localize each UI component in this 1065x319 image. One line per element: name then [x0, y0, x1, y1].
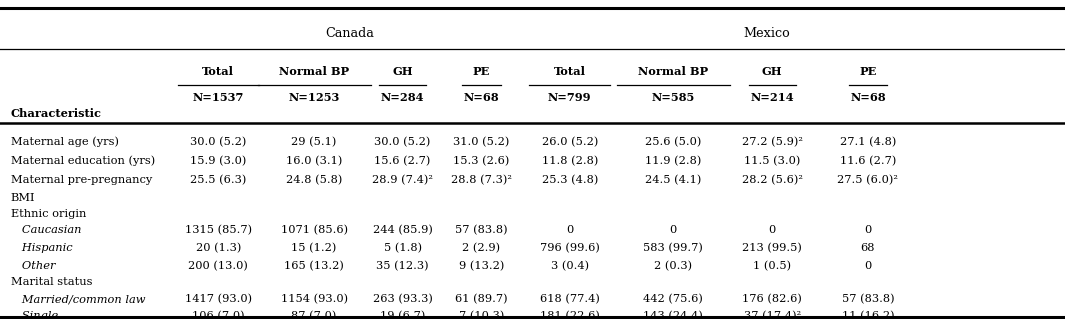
Text: 1 (0.5): 1 (0.5) [753, 261, 791, 271]
Text: 25.6 (5.0): 25.6 (5.0) [645, 137, 701, 147]
Text: 28.2 (5.6)²: 28.2 (5.6)² [741, 175, 803, 185]
Text: 15.9 (3.0): 15.9 (3.0) [191, 156, 246, 166]
Text: Total: Total [202, 66, 234, 77]
Text: 19 (6.7): 19 (6.7) [380, 311, 425, 319]
Text: 796 (99.6): 796 (99.6) [540, 243, 600, 253]
Text: 0: 0 [567, 225, 573, 235]
Text: N=68: N=68 [463, 92, 499, 103]
Text: 1417 (93.0): 1417 (93.0) [184, 294, 252, 304]
Text: 3 (0.4): 3 (0.4) [551, 261, 589, 271]
Text: 57 (83.8): 57 (83.8) [455, 225, 508, 235]
Text: 2 (0.3): 2 (0.3) [654, 261, 692, 271]
Text: 11.5 (3.0): 11.5 (3.0) [744, 156, 800, 166]
Text: 27.2 (5.9)²: 27.2 (5.9)² [741, 137, 803, 147]
Text: 24.5 (4.1): 24.5 (4.1) [645, 175, 701, 185]
Text: GH: GH [761, 66, 783, 77]
Text: N=799: N=799 [548, 92, 591, 103]
Text: 37 (17.4)²: 37 (17.4)² [743, 311, 801, 319]
Text: 106 (7.0): 106 (7.0) [192, 311, 245, 319]
Text: Normal BP: Normal BP [638, 66, 708, 77]
Text: 15.3 (2.6): 15.3 (2.6) [454, 156, 509, 166]
Text: 25.5 (6.3): 25.5 (6.3) [191, 175, 246, 185]
Text: 28.8 (7.3)²: 28.8 (7.3)² [450, 175, 512, 185]
Text: 1154 (93.0): 1154 (93.0) [280, 294, 348, 304]
Text: 27.5 (6.0)²: 27.5 (6.0)² [837, 175, 899, 185]
Text: 200 (13.0): 200 (13.0) [189, 261, 248, 271]
Text: 263 (93.3): 263 (93.3) [373, 294, 432, 304]
Text: 583 (99.7): 583 (99.7) [643, 243, 703, 253]
Text: Maternal age (yrs): Maternal age (yrs) [11, 137, 118, 147]
Text: 15.6 (2.7): 15.6 (2.7) [375, 156, 430, 166]
Text: 26.0 (5.2): 26.0 (5.2) [542, 137, 597, 147]
Text: Canada: Canada [325, 27, 374, 40]
Text: 28.9 (7.4)²: 28.9 (7.4)² [372, 175, 433, 185]
Text: 27.1 (4.8): 27.1 (4.8) [840, 137, 896, 147]
Text: 0: 0 [769, 225, 775, 235]
Text: 11.6 (2.7): 11.6 (2.7) [840, 156, 896, 166]
Text: 5 (1.8): 5 (1.8) [383, 243, 422, 253]
Text: Maternal pre-pregnancy: Maternal pre-pregnancy [11, 175, 152, 185]
Text: Marital status: Marital status [11, 277, 93, 287]
Text: N=68: N=68 [850, 92, 886, 103]
Text: 24.8 (5.8): 24.8 (5.8) [286, 175, 342, 185]
Text: BMI: BMI [11, 193, 35, 203]
Text: N=214: N=214 [751, 92, 793, 103]
Text: 30.0 (5.2): 30.0 (5.2) [375, 137, 430, 147]
Text: Ethnic origin: Ethnic origin [11, 209, 86, 219]
Text: Other: Other [11, 261, 55, 271]
Text: 25.3 (4.8): 25.3 (4.8) [542, 175, 597, 185]
Text: Normal BP: Normal BP [279, 66, 349, 77]
Text: 35 (12.3): 35 (12.3) [376, 261, 429, 271]
Text: Maternal education (yrs): Maternal education (yrs) [11, 156, 154, 167]
Text: 61 (89.7): 61 (89.7) [455, 294, 508, 304]
Text: 68: 68 [861, 243, 875, 253]
Text: Single: Single [11, 311, 58, 319]
Text: 57 (83.8): 57 (83.8) [841, 294, 895, 304]
Text: 0: 0 [865, 261, 871, 271]
Text: Total: Total [554, 66, 586, 77]
Text: 11.8 (2.8): 11.8 (2.8) [542, 156, 597, 166]
Text: 16.0 (3.1): 16.0 (3.1) [286, 156, 342, 166]
Text: 0: 0 [670, 225, 676, 235]
Text: 7 (10.3): 7 (10.3) [459, 311, 504, 319]
Text: 29 (5.1): 29 (5.1) [292, 137, 337, 147]
Text: 165 (13.2): 165 (13.2) [284, 261, 344, 271]
Text: N=1537: N=1537 [193, 92, 244, 103]
Text: Married/common law: Married/common law [11, 294, 145, 304]
Text: 15 (1.2): 15 (1.2) [292, 243, 337, 253]
Text: 143 (24.4): 143 (24.4) [643, 311, 703, 319]
Text: PE: PE [859, 66, 876, 77]
Text: 442 (75.6): 442 (75.6) [643, 294, 703, 304]
Text: 20 (1.3): 20 (1.3) [196, 243, 241, 253]
Text: Characteristic: Characteristic [11, 108, 101, 119]
Text: 31.0 (5.2): 31.0 (5.2) [454, 137, 509, 147]
Text: Hispanic: Hispanic [11, 243, 72, 253]
Text: N=1253: N=1253 [289, 92, 340, 103]
Text: 11 (16.2): 11 (16.2) [841, 311, 895, 319]
Text: 181 (22.6): 181 (22.6) [540, 311, 600, 319]
Text: Mexico: Mexico [743, 27, 790, 40]
Text: 11.9 (2.8): 11.9 (2.8) [645, 156, 701, 166]
Text: 618 (77.4): 618 (77.4) [540, 294, 600, 304]
Text: PE: PE [473, 66, 490, 77]
Text: 87 (7.0): 87 (7.0) [292, 311, 337, 319]
Text: 2 (2.9): 2 (2.9) [462, 243, 501, 253]
Text: Caucasian: Caucasian [11, 225, 81, 235]
Text: 176 (82.6): 176 (82.6) [742, 294, 802, 304]
Text: N=284: N=284 [381, 92, 424, 103]
Text: 1071 (85.6): 1071 (85.6) [280, 225, 348, 235]
Text: 30.0 (5.2): 30.0 (5.2) [191, 137, 246, 147]
Text: N=585: N=585 [652, 92, 694, 103]
Text: 1315 (85.7): 1315 (85.7) [184, 225, 252, 235]
Text: 244 (85.9): 244 (85.9) [373, 225, 432, 235]
Text: 9 (13.2): 9 (13.2) [459, 261, 504, 271]
Text: 213 (99.5): 213 (99.5) [742, 243, 802, 253]
Text: 0: 0 [865, 225, 871, 235]
Text: GH: GH [392, 66, 413, 77]
